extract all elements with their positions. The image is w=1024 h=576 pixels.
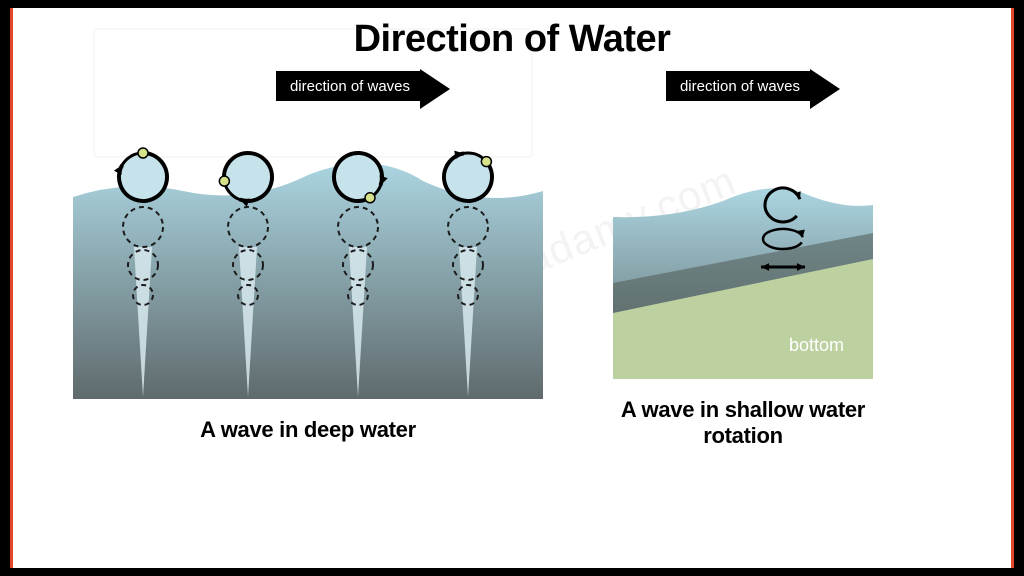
shallow-water-diagram: bottom — [613, 109, 873, 379]
outer-frame: Diagramacadamy.com Direction of Water di… — [0, 0, 1024, 576]
deep-water-svg — [73, 109, 543, 399]
arrow-head-icon — [810, 69, 840, 109]
shallow-caption: A wave in shallow water rotation — [593, 397, 893, 449]
shallow-arrow-label: direction of waves — [666, 71, 810, 101]
deep-arrow-label: direction of waves — [276, 71, 420, 101]
content-row: direction of waves A wave in deep water — [43, 69, 981, 449]
shallow-direction-arrow: direction of waves — [666, 69, 840, 109]
deep-water-panel: direction of waves A wave in deep water — [73, 69, 543, 443]
deep-caption: A wave in deep water — [200, 417, 416, 443]
shallow-water-panel: direction of waves bottom A wave in shal… — [593, 69, 893, 449]
deep-water-diagram — [73, 109, 543, 399]
inner-frame: Diagramacadamy.com Direction of Water di… — [10, 8, 1014, 568]
deep-direction-arrow: direction of waves — [276, 69, 450, 109]
shallow-arrow-text: direction of waves — [680, 78, 800, 95]
page-title: Direction of Water — [43, 18, 981, 61]
deep-arrow-text: direction of waves — [290, 78, 410, 95]
bottom-label: bottom — [789, 335, 844, 356]
arrow-head-icon — [420, 69, 450, 109]
